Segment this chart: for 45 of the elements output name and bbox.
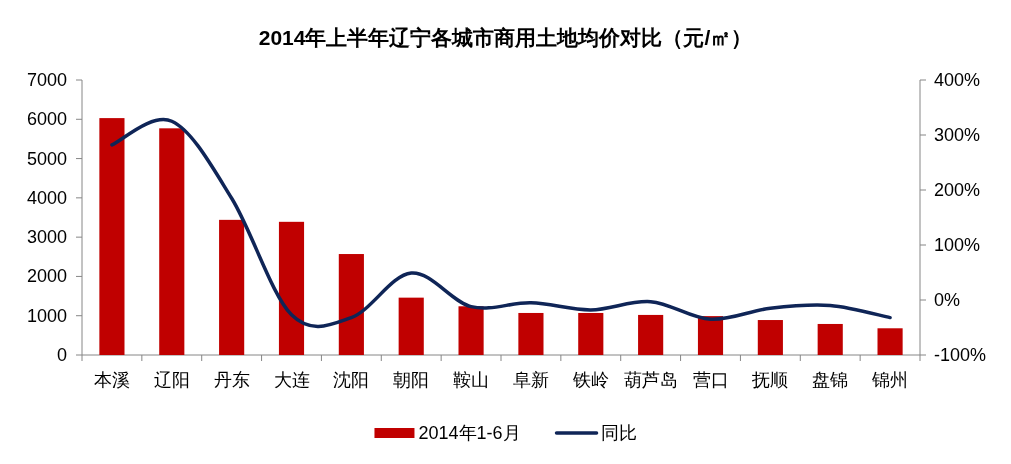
x-tick-label: 本溪: [93, 370, 130, 390]
y-tick-label: 3000: [26, 227, 67, 248]
bar: [159, 128, 185, 355]
y2-tick-label: 200%: [934, 180, 981, 200]
x-tick-label: 葫芦岛: [623, 370, 678, 390]
bar: [578, 312, 604, 355]
y-tick-label: 7000: [26, 70, 67, 90]
bar: [219, 219, 245, 355]
y2-tick-label: -100%: [934, 345, 987, 365]
bar: [817, 323, 843, 355]
legend-label: 同比: [600, 423, 637, 443]
legend-label: 2014年1-6月: [418, 423, 521, 443]
y2-tick-label: 0%: [934, 290, 961, 310]
bar: [278, 221, 305, 355]
chart-title: 2014年上半年辽宁各城市商用土地均价对比（元/㎡）: [258, 26, 753, 49]
y-tick-label: 0: [56, 345, 67, 365]
x-tick-label: 沈阳: [333, 370, 370, 390]
y-tick-label: 6000: [26, 109, 67, 130]
y-tick-label: 2000: [26, 266, 67, 287]
x-tick-label: 朝阳: [393, 370, 430, 390]
bar: [458, 306, 484, 355]
y-tick-label: 4000: [26, 187, 67, 208]
bar: [877, 328, 903, 355]
x-tick-label: 鞍山: [453, 370, 490, 390]
bar: [638, 314, 664, 355]
bar: [338, 254, 364, 355]
bar: [398, 297, 424, 355]
x-tick-label: 锦州: [871, 370, 909, 390]
x-tick-label: 辽阳: [153, 370, 190, 390]
y-tick-label: 5000: [26, 148, 67, 169]
y2-tick-label: 400%: [934, 70, 981, 90]
bar: [99, 118, 125, 355]
x-tick-label: 抚顺: [751, 370, 789, 390]
x-tick-label: 盘锦: [812, 370, 849, 390]
bar: [757, 320, 783, 355]
x-tick-label: 丹东: [213, 370, 250, 390]
y2-tick-label: 100%: [934, 235, 981, 255]
x-tick-label: 营口: [692, 370, 729, 390]
bar: [697, 316, 724, 355]
x-tick-label: 大连: [273, 370, 310, 390]
x-tick-label: 铁岭: [571, 370, 609, 390]
y2-tick-label: 300%: [934, 125, 981, 145]
y-tick-label: 1000: [26, 305, 67, 326]
x-tick-label: 阜新: [512, 370, 549, 390]
bar: [518, 312, 544, 355]
